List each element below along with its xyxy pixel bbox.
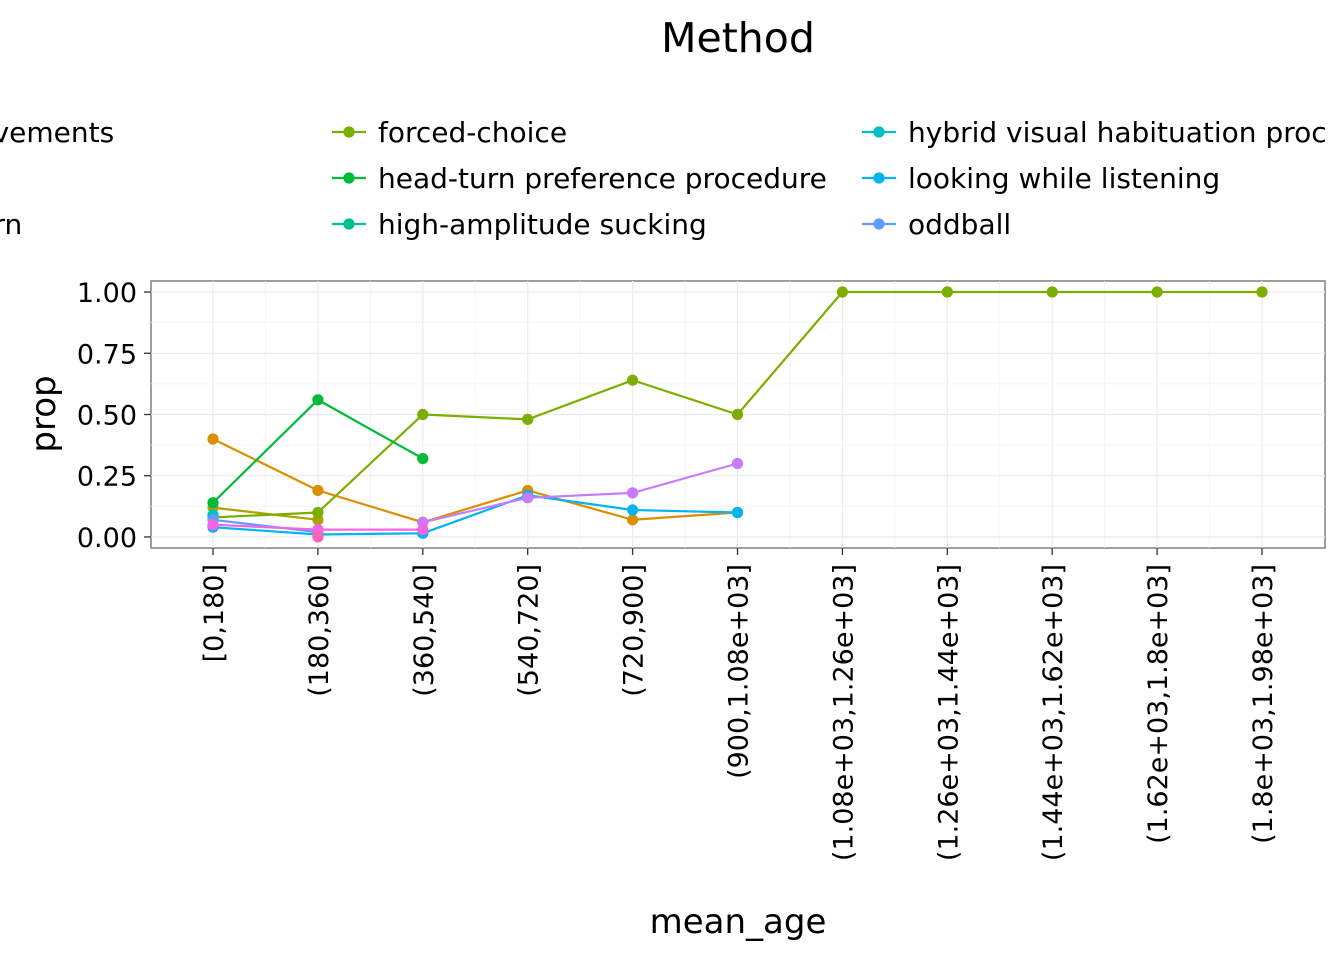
legend-item: oddball [862, 208, 1011, 241]
x-tick-label: (1.44e+03,1.62e+03] [1038, 564, 1069, 861]
x-tick-label: (1.62e+03,1.8e+03] [1143, 564, 1174, 844]
x-tick-label: (1.08e+03,1.26e+03] [828, 564, 859, 861]
y-tick-label: 0.25 [77, 462, 137, 493]
data-point [522, 413, 534, 425]
data-point [627, 374, 639, 386]
y-axis: 0.00 0.25 0.50 0.75 1.00 [77, 278, 151, 554]
data-point [207, 519, 219, 531]
series-layer [207, 286, 1268, 543]
legend-key-point [343, 172, 355, 184]
x-tick-label: (540,720] [514, 564, 545, 697]
legend: atory eye movementsfixationoned head-tur… [0, 116, 1327, 241]
series-line [212, 438, 738, 524]
data-point [522, 492, 534, 504]
data-point [312, 484, 324, 497]
data-point [836, 286, 849, 298]
data-point [312, 506, 324, 519]
data-point [1151, 286, 1163, 298]
legend-label: looking while listening [908, 162, 1220, 195]
chart-title: Method [661, 14, 815, 62]
legend-item: atory eye movements [0, 116, 114, 149]
y-tick-label: 0.00 [77, 523, 137, 554]
series [312, 531, 324, 543]
legend-label: oddball [908, 208, 1011, 241]
data-point [312, 531, 324, 543]
legend-label: forced-choice [378, 116, 567, 149]
x-tick-label: (720,900] [619, 564, 650, 697]
data-point [941, 286, 953, 298]
x-axis-title: mean_age [650, 902, 827, 942]
legend-item: forced-choice [332, 116, 567, 149]
x-tick-label: (180,360] [304, 564, 335, 697]
legend-item: oned head-turn [0, 208, 22, 241]
data-point [627, 514, 639, 526]
data-point [417, 408, 429, 421]
x-tick-label: (360,540] [409, 564, 440, 697]
y-axis-title: prop [24, 375, 64, 452]
legend-label: high-amplitude sucking [378, 208, 707, 241]
x-axis: [0,180] (180,360] (360,540] (540,720] (720,9… [199, 548, 1279, 861]
series-line [422, 462, 738, 524]
data-point [627, 487, 639, 499]
data-point [731, 457, 744, 470]
x-tick-label: (1.26e+03,1.44e+03] [933, 564, 964, 861]
series-line [212, 494, 738, 536]
legend-item: hybrid visual habituation proc [862, 116, 1327, 149]
data-point [417, 452, 429, 465]
legend-label: hybrid visual habituation proc [908, 116, 1327, 149]
data-point [731, 506, 744, 519]
legend-item: looking while listening [862, 162, 1220, 195]
x-tick-label: [0,180] [199, 564, 230, 662]
series-line [212, 518, 319, 534]
data-point [312, 394, 324, 406]
legend-label: oned head-turn [0, 208, 22, 241]
legend-label: head-turn preference procedure [378, 162, 827, 195]
data-point [1046, 286, 1058, 298]
y-tick-label: 1.00 [77, 278, 137, 309]
data-point [207, 497, 219, 509]
y-tick-label: 0.50 [77, 401, 137, 432]
legend-key-point [343, 218, 355, 230]
series [207, 394, 429, 509]
legend-key-point [873, 172, 885, 184]
legend-key-point [343, 126, 355, 138]
series [207, 286, 1268, 523]
x-tick-label: (1.8e+03,1.98e+03] [1248, 564, 1279, 844]
legend-key-point [873, 218, 885, 230]
data-point [731, 408, 744, 421]
data-point [627, 504, 639, 516]
series-line [212, 506, 319, 521]
y-tick-label: 0.75 [77, 339, 137, 370]
legend-item: head-turn preference procedure [332, 162, 827, 195]
legend-item: high-amplitude sucking [332, 208, 707, 241]
x-tick-label: (900,1.08e+03] [724, 564, 755, 779]
legend-label: atory eye movements [0, 116, 114, 149]
data-point [1256, 286, 1268, 298]
data-point [417, 524, 429, 536]
data-point [207, 433, 219, 445]
legend-key-point [873, 126, 885, 138]
